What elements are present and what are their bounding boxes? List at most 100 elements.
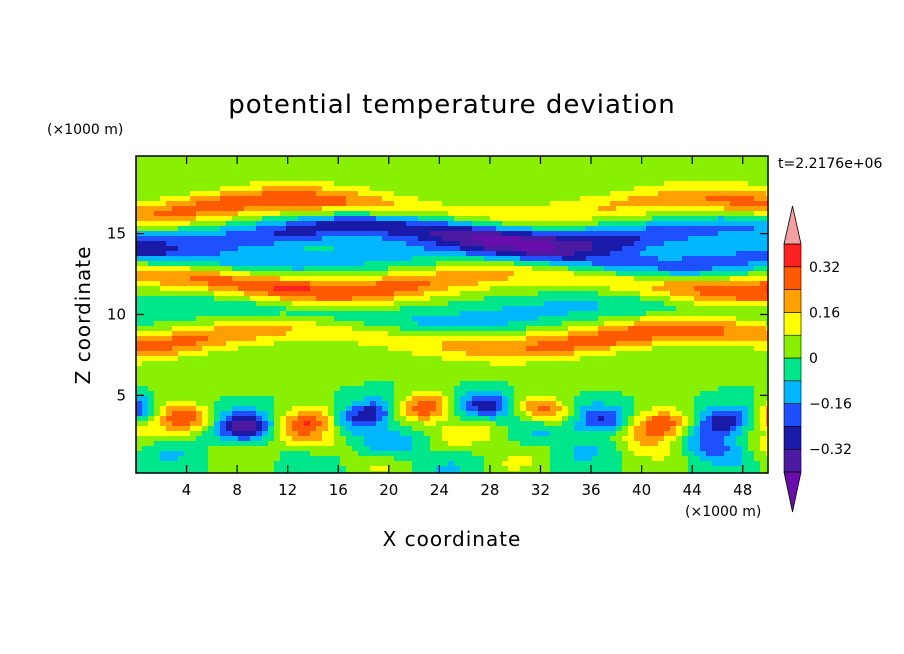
contour-cell <box>214 221 221 227</box>
contour-cell <box>352 281 359 287</box>
contour-cell <box>610 246 617 252</box>
contour-cell <box>460 371 467 377</box>
contour-cell <box>742 191 749 197</box>
contour-cell <box>478 371 485 377</box>
contour-cell <box>424 281 431 287</box>
contour-cell <box>244 161 251 167</box>
contour-cell <box>646 366 653 372</box>
contour-cell <box>256 261 263 267</box>
contour-cell <box>688 371 695 377</box>
contour-cell <box>478 291 485 297</box>
contour-cell <box>352 326 359 332</box>
contour-cell <box>220 286 227 292</box>
contour-cell <box>448 201 455 207</box>
contour-cell <box>496 326 503 332</box>
contour-cell <box>280 296 287 302</box>
contour-cell <box>154 241 161 247</box>
contour-cell <box>754 206 761 212</box>
contour-cell <box>574 386 581 392</box>
contour-cell <box>208 226 215 232</box>
contour-cell <box>370 376 377 382</box>
contour-cell <box>466 361 473 367</box>
contour-cell <box>592 201 599 207</box>
contour-cell <box>280 276 287 282</box>
contour-cell <box>334 276 341 282</box>
contour-cell <box>424 191 431 197</box>
contour-cell <box>262 156 269 162</box>
contour-cell <box>418 346 425 352</box>
contour-cell <box>238 231 245 237</box>
contour-cell <box>406 356 413 362</box>
contour-cell <box>670 346 677 352</box>
contour-cell <box>502 156 509 162</box>
contour-cell <box>436 321 443 327</box>
contour-cell <box>160 311 167 317</box>
contour-cell <box>706 361 713 367</box>
contour-cell <box>394 281 401 287</box>
contour-cell <box>196 381 203 387</box>
contour-cell <box>490 386 497 392</box>
contour-cell <box>610 366 617 372</box>
contour-cell <box>136 386 143 392</box>
contour-cell <box>580 206 587 212</box>
contour-cell <box>568 386 575 392</box>
contour-cell <box>676 311 683 317</box>
contour-cell <box>430 331 437 337</box>
contour-cell <box>292 166 299 172</box>
contour-cell <box>616 386 623 392</box>
contour-cell <box>322 161 329 167</box>
contour-cell <box>586 281 593 287</box>
contour-cell <box>664 256 671 262</box>
contour-cell <box>334 171 341 177</box>
contour-cell <box>442 301 449 307</box>
contour-cell <box>178 376 185 382</box>
contour-cell <box>730 166 737 172</box>
contour-cell <box>190 261 197 267</box>
contour-cell <box>340 256 347 262</box>
contour-cell <box>730 311 737 317</box>
contour-cell <box>568 306 575 312</box>
contour-cell <box>664 171 671 177</box>
contour-cell <box>676 336 683 342</box>
contour-cell <box>172 261 179 267</box>
contour-cell <box>694 211 701 217</box>
contour-cell <box>136 356 143 362</box>
contour-cell <box>178 306 185 312</box>
contour-cell <box>436 341 443 347</box>
contour-cell <box>628 311 635 317</box>
contour-cell <box>136 246 143 252</box>
contour-cell <box>208 366 215 372</box>
contour-cell <box>208 231 215 237</box>
contour-cell <box>760 386 767 392</box>
contour-cell <box>214 216 221 222</box>
contour-cell <box>580 321 587 327</box>
contour-cell <box>238 366 245 372</box>
contour-cell <box>304 336 311 342</box>
contour-cell <box>286 201 293 207</box>
contour-cell <box>700 166 707 172</box>
contour-cell <box>514 321 521 327</box>
contour-cell <box>754 241 761 247</box>
contour-cell <box>160 286 167 292</box>
contour-cell <box>574 366 581 372</box>
contour-cell <box>364 296 371 302</box>
contour-cell <box>706 256 713 262</box>
contour-cell <box>304 211 311 217</box>
contour-cell <box>166 351 173 357</box>
contour-cell <box>322 211 329 217</box>
contour-cell <box>622 301 629 307</box>
contour-cell <box>496 341 503 347</box>
contour-cell <box>142 231 149 237</box>
contour-cell <box>160 201 167 207</box>
contour-cell <box>574 156 581 162</box>
contour-cell <box>196 186 203 192</box>
contour-cell <box>412 196 419 202</box>
contour-cell <box>736 336 743 342</box>
contour-cell <box>220 356 227 362</box>
contour-cell <box>340 336 347 342</box>
contour-cell <box>646 211 653 217</box>
contour-cell <box>136 256 143 262</box>
contour-cell <box>400 246 407 252</box>
contour-cell <box>574 356 581 362</box>
contour-cell <box>178 386 185 392</box>
